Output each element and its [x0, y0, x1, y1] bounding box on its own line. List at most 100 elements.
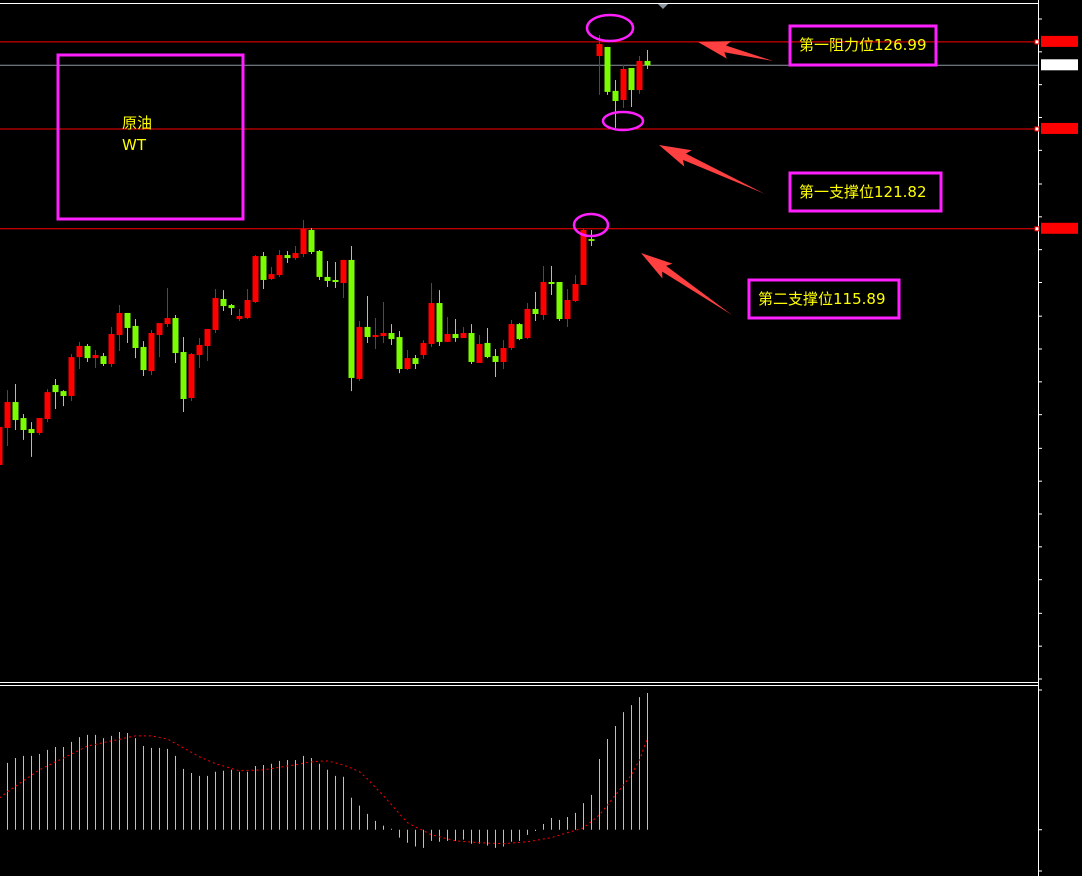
candle-bullish: [380, 302, 387, 343]
candle-body: [148, 333, 155, 372]
candle-body: [196, 344, 203, 356]
candle-bullish: [0, 426, 3, 466]
candle-body: [292, 253, 299, 259]
support1-ellipse[interactable]: [601, 110, 645, 132]
candle-body: [20, 418, 27, 430]
candle-bullish: [340, 259, 347, 298]
candle-body: [572, 284, 579, 302]
macd-axis: [1038, 689, 1042, 872]
candle-body: [12, 402, 19, 421]
candle-body: [84, 345, 91, 359]
candle-bullish: [188, 353, 195, 402]
candle-body: [108, 334, 115, 364]
candle-body: [124, 312, 131, 328]
support2-ellipse[interactable]: [572, 212, 610, 238]
candle-body: [324, 276, 331, 281]
candle-body: [540, 281, 547, 315]
candle-bullish: [276, 250, 283, 277]
candle-bullish: [108, 326, 115, 368]
candle-body: [420, 342, 427, 356]
candle-bullish: [236, 308, 243, 322]
level-price-badge: [1041, 222, 1078, 234]
candle-bearish: [556, 281, 563, 322]
candle-bullish: [212, 289, 219, 334]
candle-bearish: [60, 390, 67, 407]
candle-body: [244, 300, 251, 319]
candle-bullish: [292, 245, 299, 260]
candle-body: [116, 312, 123, 336]
candle-body: [268, 274, 275, 279]
arrow-icon[interactable]: [641, 253, 732, 315]
shift-marker-icon: [658, 4, 668, 9]
candle-bearish: [316, 250, 323, 280]
annotations: 原油 WT 第一阻力位126.99 第一支撑位121.82 第二支撑位115.8…: [56, 13, 943, 320]
candle-bullish: [500, 340, 507, 370]
candle-body: [276, 255, 283, 276]
candle-body: [372, 335, 379, 338]
support1-label-box[interactable]: [788, 171, 943, 213]
candle-body: [596, 43, 603, 57]
candle-bearish: [604, 46, 611, 95]
candle-bearish: [516, 323, 523, 341]
arrow-icon[interactable]: [659, 145, 765, 194]
candle-body: [588, 239, 595, 241]
candle-bullish: [252, 255, 259, 304]
candle-body: [396, 337, 403, 370]
symbol-box[interactable]: [56, 53, 245, 221]
candle-bearish: [396, 330, 403, 374]
candle-bullish: [164, 288, 171, 327]
candle-bullish: [244, 289, 251, 320]
candle-body: [564, 300, 571, 320]
candle-bullish: [92, 350, 99, 369]
candle-body: [452, 334, 459, 339]
resistance-label: 第一阻力位126.99: [799, 36, 927, 54]
resistance-ellipse[interactable]: [585, 13, 635, 43]
candle-body: [468, 333, 475, 362]
support2-label-box[interactable]: [747, 278, 901, 320]
candle-body: [4, 402, 11, 428]
candle-bullish: [580, 227, 587, 286]
level-price-badge: [1041, 35, 1078, 47]
candle-body: [100, 356, 107, 364]
candle-body: [156, 323, 163, 336]
candle-body: [604, 46, 611, 92]
candle-bearish: [364, 295, 371, 343]
candle-body: [188, 354, 195, 398]
candle-body: [524, 308, 531, 339]
level-marker-icon: [1034, 226, 1040, 232]
candle-body: [628, 67, 635, 91]
candle-body: [508, 324, 515, 348]
arrow-icon[interactable]: [698, 41, 773, 61]
candle-bullish: [4, 390, 11, 446]
candle-bullish: [460, 326, 467, 339]
candle-body: [52, 385, 59, 393]
candle-bullish: [116, 305, 123, 352]
candle-bearish: [388, 324, 395, 345]
candle-body: [436, 303, 443, 342]
candle-bearish: [532, 291, 539, 322]
candle-body: [556, 281, 563, 320]
symbol-name: 原油: [122, 114, 152, 132]
candle-bullish: [428, 283, 435, 347]
resistance-label-box[interactable]: [788, 24, 938, 67]
candle-body: [204, 328, 211, 346]
candle-bearish: [172, 314, 179, 363]
candle-body: [412, 358, 419, 364]
candle-body: [236, 316, 243, 320]
candle-bearish: [412, 355, 419, 370]
candle-bearish: [348, 245, 355, 392]
current-price-badge: [1041, 59, 1078, 71]
candle-body: [516, 324, 523, 340]
candle-bearish: [284, 251, 291, 263]
candle-bearish: [468, 324, 475, 364]
candle-body: [612, 90, 619, 101]
candle-bearish: [228, 304, 235, 315]
candle-bearish: [324, 260, 331, 288]
level-marker-icon: [1034, 126, 1040, 132]
support2-label: 第二支撑位115.89: [758, 290, 886, 308]
candle-body: [380, 333, 387, 337]
candle-body: [180, 352, 187, 400]
candle-bearish: [84, 343, 91, 362]
candle-bullish: [68, 354, 75, 402]
